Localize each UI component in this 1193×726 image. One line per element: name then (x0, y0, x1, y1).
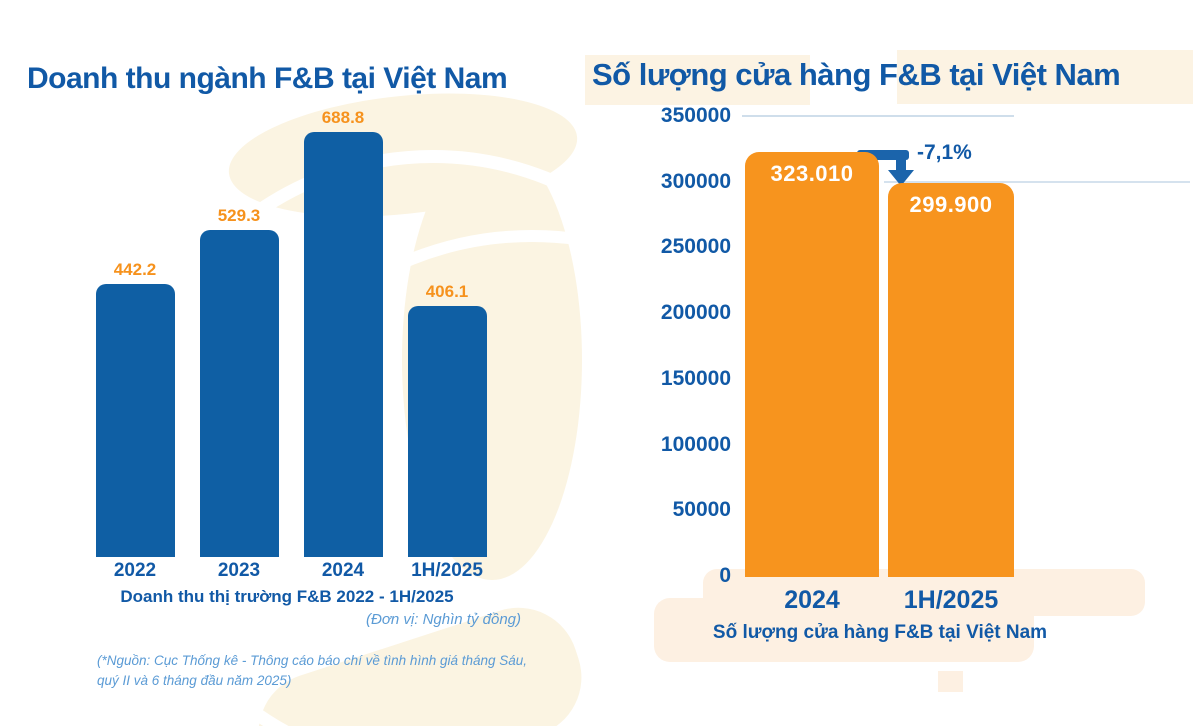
decrease-percent-label: -7,1% (917, 141, 972, 164)
x-axis-label: 2023 (217, 560, 261, 581)
bar-value-label: 323.010 (770, 161, 854, 186)
y-axis-tick-100000: 100000 (660, 433, 731, 456)
bar-value-label: 688.8 (321, 108, 365, 127)
left-chart-unit-note: (Đơn vị: Nghìn tỷ đồng) (366, 611, 521, 628)
y-axis-tick-250000: 250000 (660, 235, 731, 258)
y-axis-tick-50000: 50000 (672, 498, 731, 521)
bar-value-label: 442.2 (113, 260, 157, 279)
bar-2022 (95, 284, 175, 557)
bar-2023 (199, 230, 279, 557)
right-chart-caption: Số lượng cửa hàng F&B tại Việt Nam (712, 622, 1048, 643)
x-axis-label: 2024 (784, 586, 840, 614)
bar-2024 (745, 152, 879, 577)
decrease-arrow-head-icon (888, 170, 914, 186)
right-title-highlight-1 (585, 55, 810, 105)
left-chart-source-note-line2: quý II và 6 tháng đầu năm 2025) (97, 673, 292, 688)
x-axis-label: 1H/2025 (903, 586, 999, 614)
decrease-arrow-horizontal (857, 150, 909, 160)
left-chart-caption: Doanh thu thị trường F&B 2022 - 1H/2025 (120, 587, 454, 606)
bar-1H/2025 (407, 306, 487, 557)
background-blob-bottom-right-b (654, 598, 1034, 662)
gridline-350000 (742, 115, 1014, 117)
right-title-highlight-2 (897, 50, 1193, 104)
y-axis-tick-350000: 350000 (660, 104, 731, 127)
y-axis-tick-200000: 200000 (660, 301, 731, 324)
bar-2024 (303, 132, 383, 557)
left-chart-source-note-line1: (*Nguồn: Cục Thống kê - Thông cáo báo ch… (97, 653, 528, 668)
bar-value-label: 299.900 (909, 192, 993, 217)
left-chart-title: Doanh thu ngành F&B tại Việt Nam (27, 62, 508, 95)
y-axis-tick-300000: 300000 (660, 170, 731, 193)
bar-value-label: 529.3 (217, 206, 261, 225)
x-axis-label: 2024 (321, 560, 365, 581)
decrease-arrow-vertical (896, 150, 906, 172)
x-axis-label: 2022 (113, 560, 157, 581)
y-axis-tick-0: 0 (719, 564, 731, 587)
y-axis-tick-150000: 150000 (660, 367, 731, 390)
bar-value-label: 406.1 (425, 282, 469, 301)
bar-1H/2025 (888, 183, 1014, 577)
x-axis-label: 1H/2025 (411, 560, 483, 581)
background-square-small (938, 671, 963, 692)
right-chart-title: Số lượng cửa hàng F&B tại Việt Nam (592, 57, 1121, 92)
gridline-300000 (884, 181, 1190, 183)
